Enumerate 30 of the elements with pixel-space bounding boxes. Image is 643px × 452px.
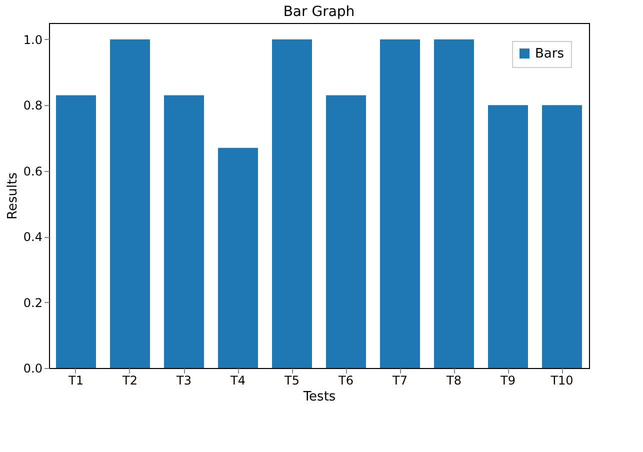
bar [380, 39, 420, 368]
bar [164, 95, 204, 368]
x-axis-title: Tests [302, 390, 336, 404]
x-tick-label: T5 [284, 374, 300, 388]
y-axis-title: Results [5, 172, 20, 220]
x-tick-label: T8 [446, 374, 462, 388]
bar [56, 95, 96, 368]
bar [218, 148, 258, 368]
legend-label: Bars [535, 46, 564, 62]
bar [110, 39, 150, 368]
x-tick-label: T1 [68, 374, 84, 388]
x-tick-label: T10 [550, 374, 574, 388]
y-tick-label: 1.0 [23, 32, 42, 47]
bar [272, 39, 312, 368]
bar [542, 105, 582, 368]
bar [434, 39, 474, 368]
y-tick-label: 0.0 [23, 362, 42, 376]
x-tick-label: T4 [230, 374, 246, 388]
x-tick-label: T6 [338, 374, 354, 388]
y-tick-label: 0.6 [23, 164, 42, 178]
y-tick-label: 0.8 [23, 98, 42, 113]
x-tick-label: T3 [176, 374, 192, 388]
bar [488, 105, 528, 368]
y-tick-label: 0.2 [23, 296, 42, 310]
x-tick-label: T7 [392, 374, 408, 388]
y-tick-label: 0.4 [23, 230, 42, 244]
chart-title: Bar Graph [283, 4, 355, 20]
x-tick-label: T2 [122, 374, 138, 388]
x-tick-label: T9 [500, 374, 516, 388]
bar [326, 95, 366, 368]
